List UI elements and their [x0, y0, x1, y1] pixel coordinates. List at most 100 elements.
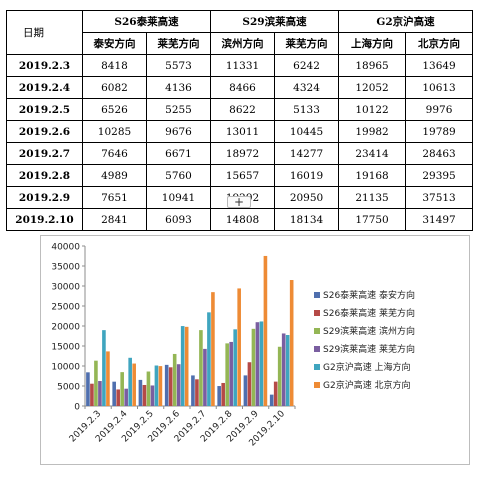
date-cell: 2019.2.8: [6, 164, 83, 187]
table-row: 2019.2.10 2841 6093 14808 18134 17750 31…: [6, 208, 474, 231]
value-cell: 9676: [145, 120, 212, 143]
legend-swatch: [314, 328, 320, 334]
y-tick-label: 30000: [51, 283, 80, 293]
value-cell: 10445: [274, 120, 340, 143]
bar: [191, 375, 195, 406]
add-row-button[interactable]: +: [227, 196, 251, 208]
value-cell: 37513: [405, 186, 474, 209]
direction-header: 莱芜方向: [145, 32, 212, 55]
legend-swatch: [314, 346, 320, 352]
value-cell: 5760: [145, 164, 212, 187]
value-cell: 2841: [82, 208, 147, 231]
value-cell: 13011: [210, 120, 276, 143]
value-cell: 8466: [210, 76, 276, 99]
date-column-header: 日期: [6, 10, 83, 55]
date-cell: 2019.2.9: [6, 186, 83, 209]
bar: [259, 321, 264, 406]
y-tick-label: 35000: [51, 263, 80, 273]
bar: [269, 394, 274, 406]
bar: [176, 364, 181, 406]
bar: [229, 341, 233, 406]
value-cell: 18965: [338, 54, 407, 77]
bar: [211, 292, 215, 406]
legend-label: G2京沪高速 上海方向: [323, 361, 411, 373]
bar: [98, 381, 102, 406]
bar: [94, 360, 98, 406]
value-cell: 4989: [82, 164, 147, 187]
value-cell: 18972: [210, 142, 276, 165]
y-tick-label: 10000: [51, 363, 80, 373]
bar: [207, 312, 211, 406]
bar: [233, 329, 237, 406]
bar: [146, 371, 151, 406]
table-row: 2019.2.3 8418 5573 11331 6242 18965 1364…: [6, 54, 474, 77]
bar: [199, 330, 203, 406]
value-cell: 5573: [145, 54, 212, 77]
value-cell: 5133: [274, 98, 340, 121]
bar: [237, 288, 241, 406]
highway-header-s26: S26泰莱高速: [81, 10, 212, 33]
bar: [285, 335, 290, 406]
legend-swatch: [314, 310, 320, 316]
bar: [128, 357, 132, 406]
value-cell: 12052: [338, 76, 407, 99]
bar: [281, 333, 286, 406]
legend-swatch: [314, 364, 320, 370]
value-cell: 13649: [405, 54, 474, 77]
value-cell: 14808: [210, 208, 276, 231]
table-row: 2019.2.4 6082 4136 8466 4324 12052 10613: [6, 76, 474, 99]
value-cell: 23414: [338, 142, 407, 165]
bar: [86, 372, 90, 406]
table-row: 2019.2.6 10285 9676 13011 10445 19982 19…: [6, 120, 474, 143]
value-cell: 19168: [338, 164, 407, 187]
value-cell: 6671: [145, 142, 212, 165]
value-cell: 20950: [274, 186, 340, 209]
bar: [255, 322, 260, 406]
bar: [184, 326, 189, 406]
legend-label: S26泰莱高速 泰安方向: [323, 289, 415, 301]
bar: [217, 386, 221, 406]
value-cell: 15657: [210, 164, 276, 187]
legend-label: G2京沪高速 北京方向: [323, 379, 411, 391]
bar: [195, 379, 199, 406]
value-cell: 14277: [274, 142, 340, 165]
bar: [132, 363, 136, 406]
value-cell: 8622: [210, 98, 276, 121]
value-cell: 18134: [274, 208, 340, 231]
bar-chart: 0 5000 10000 15000 20000 25000 30000 35000 40000…: [51, 243, 415, 449]
value-cell: 11331: [210, 54, 276, 77]
legend-swatch: [314, 382, 320, 388]
date-cell: 2019.2.6: [6, 120, 83, 143]
bar: [102, 330, 106, 406]
table-row: 2019.2.7 7646 6671 18972 14277 23414 284…: [6, 142, 474, 165]
bar: [116, 389, 120, 406]
value-cell: 19982: [338, 120, 407, 143]
bar: [150, 385, 155, 406]
chart-container: 0 5000 10000 15000 20000 25000 30000 35000 40000…: [40, 235, 470, 465]
legend-label: S26泰莱高速 莱芜方向: [323, 307, 415, 319]
legend-label: S29滨莱高速 莱芜方向: [323, 343, 415, 355]
bar: [289, 280, 294, 406]
bar: [172, 353, 177, 406]
legend-label: S29滨莱高速 滨州方向: [323, 325, 415, 337]
value-cell: 10285: [82, 120, 147, 143]
traffic-table: 日期 S26泰莱高速 S29滨莱高速 G2京沪高速 泰安方向 莱芜方向 滨州方向…: [6, 10, 474, 231]
bar: [112, 381, 116, 406]
direction-header: 北京方向: [405, 32, 474, 55]
value-cell: 19789: [405, 120, 474, 143]
bar: [247, 362, 252, 406]
table-header-row-directions: 泰安方向 莱芜方向 滨州方向 莱芜方向 上海方向 北京方向: [7, 32, 474, 55]
y-tick-label: 5000: [57, 383, 80, 393]
table-row: 2019.2.5 6526 5255 8622 5133 10122 9976: [6, 98, 474, 121]
value-cell: 7651: [82, 186, 147, 209]
bar: [164, 364, 169, 406]
bar: [203, 348, 207, 406]
bar: [124, 388, 128, 406]
date-cell: 2019.2.7: [6, 142, 83, 165]
bar: [180, 326, 185, 406]
y-tick-label: 25000: [51, 303, 80, 313]
value-cell: 4324: [274, 76, 340, 99]
value-cell: 9976: [405, 98, 474, 121]
direction-header: 滨州方向: [210, 32, 276, 55]
value-cell: 6082: [82, 76, 147, 99]
